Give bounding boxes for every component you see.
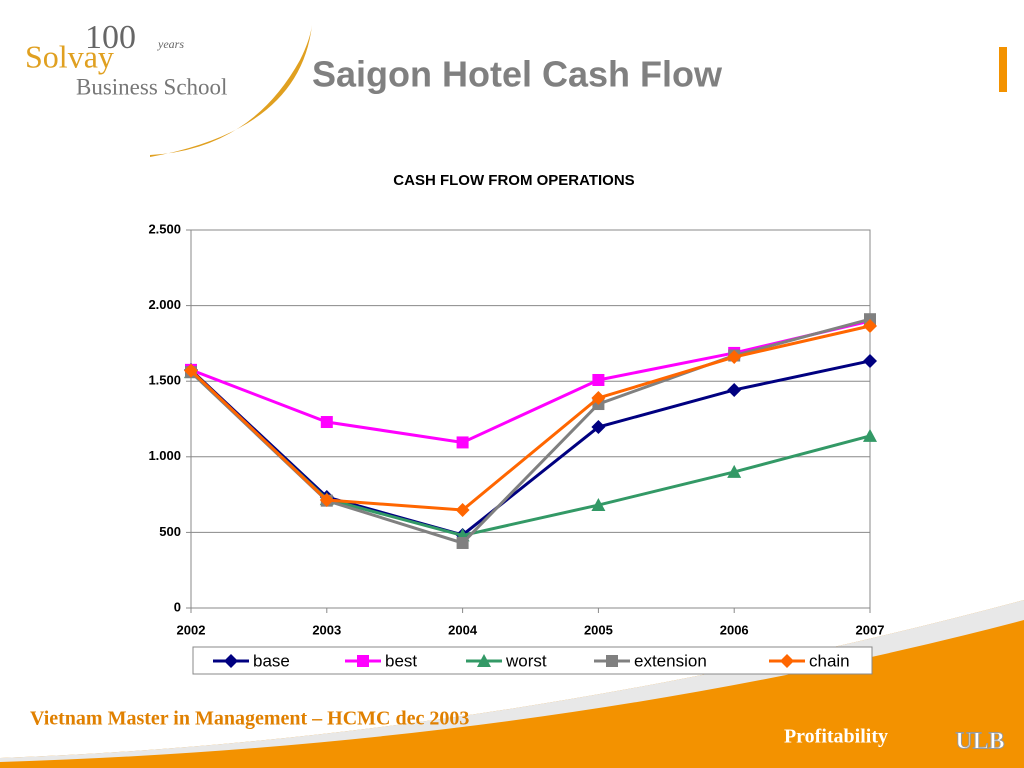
legend-marker [780,654,794,668]
accent-bar [999,47,1007,92]
data-point [456,436,469,449]
legend-marker [224,654,238,668]
logo-arc [150,25,312,157]
logo-100: 100 [85,19,136,56]
data-point [319,493,334,508]
data-point [863,319,877,334]
legend-label: extension [634,651,707,670]
series-line [189,359,871,537]
x-tick-label: 2005 [584,622,613,637]
legend-label: best [385,651,417,670]
y-tick-label: 2.500 [148,221,181,236]
data-point [727,464,742,478]
data-point [591,498,606,512]
data-point [863,353,877,368]
legend-label: worst [505,651,547,670]
legend-label: base [253,651,290,670]
data-point [863,428,877,442]
logo-years: years [157,37,184,51]
series-line [189,324,871,512]
legend-box [192,646,873,675]
x-tick-label: 2003 [312,622,341,637]
plot-frame [190,229,871,609]
ulb-logo: ULB [955,729,1004,755]
chart-title: CASH FLOW FROM OPERATIONS [393,172,634,189]
section-label: Profitability [784,726,888,748]
legend-marker [477,654,491,667]
y-tick-label: 500 [159,524,181,539]
series-line [190,319,871,444]
legend-marker [357,655,369,667]
y-tick-label: 1.500 [148,373,181,388]
logo-school: Business School [76,74,227,99]
data-point [184,363,198,378]
y-tick-label: 2.000 [148,297,181,312]
footer-swoosh [0,600,1024,768]
data-point [591,390,606,405]
logo-name: Solvay [25,38,114,74]
series-line [189,317,871,545]
x-tick-label: 2007 [856,622,885,637]
y-tick-label: 0 [174,599,181,614]
data-point [456,536,469,549]
footer-text: Vietnam Master in Management – HCMC dec … [30,708,469,730]
data-point [592,373,605,386]
data-point [591,420,606,435]
data-point [727,350,742,365]
x-tick-label: 2006 [720,622,749,637]
slide-title: Saigon Hotel Cash Flow [312,54,723,95]
data-point [455,503,470,518]
legend-label: chain [809,651,850,670]
data-point [320,416,333,429]
data-point [727,382,742,397]
x-tick-label: 2002 [177,622,206,637]
x-tick-label: 2004 [448,622,478,637]
y-tick-label: 1.000 [148,448,181,463]
legend-marker [606,655,618,667]
